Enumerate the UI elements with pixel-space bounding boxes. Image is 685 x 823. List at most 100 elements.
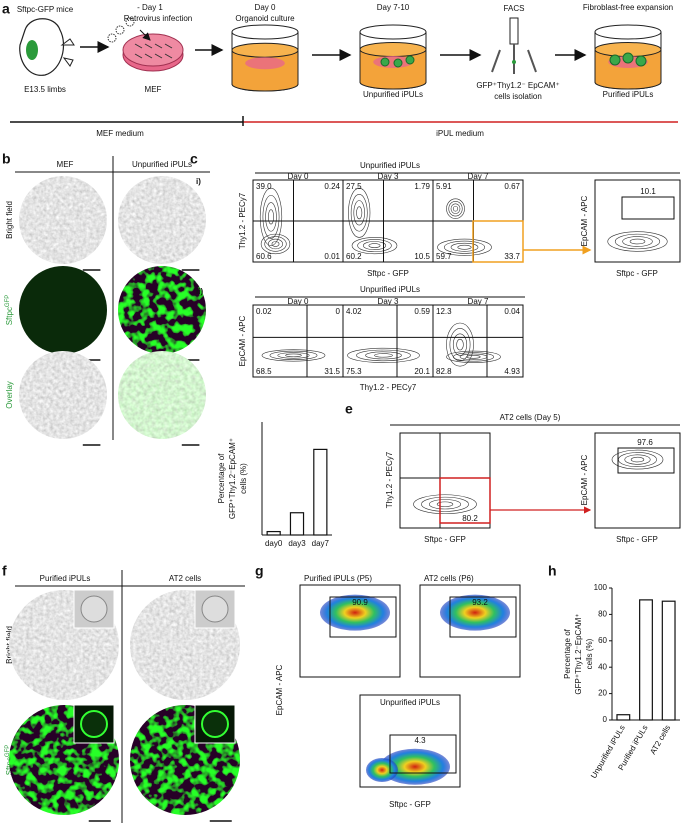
schematic-label: Day 0: [255, 3, 276, 12]
day-label: Day 3: [378, 297, 399, 306]
contour: [357, 239, 392, 253]
contour: [450, 242, 479, 252]
axis-label: Sftpc - GFP: [389, 800, 431, 809]
axis-label: Thy1.2 - PECy7: [238, 192, 247, 249]
schematic-label: E13.5 limbs: [24, 85, 66, 94]
contour: [353, 200, 365, 226]
panel-label: e: [345, 401, 353, 417]
micrograph: [19, 266, 107, 354]
axis-label: Thy1.2 - PECy7: [385, 451, 394, 508]
contour: [457, 244, 472, 250]
gate: [449, 596, 517, 638]
density: [440, 594, 510, 631]
x-tick-label: Unpurified iPULs: [589, 724, 627, 780]
schematic-label: cells isolation: [494, 92, 542, 101]
contour: [622, 236, 653, 247]
contour: [446, 198, 465, 219]
gate-value: 10.1: [640, 187, 656, 196]
contour: [443, 240, 486, 254]
density: [366, 758, 398, 782]
organoid: [609, 54, 621, 66]
x-tick-label: day0: [265, 539, 283, 548]
y-tick-label: 0: [603, 715, 608, 724]
quadrant-value: 82.8: [436, 367, 452, 376]
rule: [144, 43, 153, 49]
axis-label: Percentage of: [217, 453, 226, 504]
rule: [154, 43, 163, 49]
contour: [260, 233, 291, 255]
contour: [350, 194, 368, 232]
row-label-sup: GFP: [5, 295, 11, 307]
axis-label: GFP⁺Thy1.2⁻EpCAM⁺: [574, 613, 583, 694]
contour: [261, 349, 326, 362]
gate-value: 90.9: [352, 598, 368, 607]
quadrant-value: 5.91: [436, 182, 452, 191]
organoid: [405, 55, 415, 65]
contour: [271, 241, 280, 247]
panel-label: f: [2, 563, 7, 579]
contour: [267, 209, 274, 225]
density: [320, 594, 390, 631]
row-label: Bright field: [5, 201, 14, 239]
schematic-label: iPUL medium: [436, 129, 484, 138]
micrograph: [118, 351, 206, 439]
contour: [449, 328, 471, 362]
schematic-label: MEF: [145, 85, 162, 94]
schematic-label: Purified iPULs: [603, 90, 654, 99]
medium-top: [231, 42, 299, 58]
contour: [356, 349, 411, 362]
gate: [329, 596, 397, 638]
contour: [629, 238, 646, 245]
contour: [452, 352, 495, 362]
micrograph-bg: [118, 176, 206, 264]
micrograph-bg: [118, 351, 206, 439]
panel-label: b: [2, 151, 11, 167]
quadrant-value: 33.7: [504, 252, 520, 261]
axis-label: Percentage of: [563, 628, 572, 679]
x-tick-label: AT2 cells: [648, 724, 672, 756]
axis-label: Sftpc - GFP: [616, 535, 658, 544]
schematic-label: Unpurified iPULs: [363, 90, 423, 99]
quadrant-value: 59.7: [436, 252, 452, 261]
y-tick-label: 20: [598, 689, 607, 698]
row-label-sup: GFP: [5, 745, 11, 757]
contour: [269, 350, 318, 361]
plot-frame: [399, 432, 491, 529]
gate: [389, 734, 457, 774]
micrograph: [19, 351, 107, 439]
contour: [259, 187, 283, 246]
mef-dish-top: [122, 33, 184, 67]
lung: [26, 40, 38, 60]
axis-label: EpCAM - APC: [275, 664, 284, 715]
quadrant-value: 60.6: [256, 252, 272, 261]
quadrant-value: 4.02: [346, 307, 362, 316]
quadrant-value: 4.93: [504, 367, 520, 376]
plot-title: Unpurified iPULs: [380, 698, 440, 707]
plot-title: Unpurified iPULs: [360, 285, 420, 294]
quadrant-value: 0.01: [324, 252, 340, 261]
plot-frame: [252, 304, 344, 378]
matrigel: [245, 57, 285, 70]
y-tick-label: 100: [594, 583, 608, 592]
plot-frame: [342, 304, 434, 378]
bar: [639, 599, 653, 721]
contour: [264, 236, 287, 252]
dish-top: [594, 24, 662, 40]
rule: [164, 53, 173, 59]
plot-frame: [594, 179, 681, 263]
limbs: [60, 38, 75, 67]
bar: [313, 448, 328, 536]
quadrant-value: 20.1: [414, 367, 430, 376]
plot-frame: [594, 432, 681, 529]
organoid: [622, 52, 634, 64]
schematic-label: Fibroblast-free expansion: [583, 3, 673, 12]
axis-label: cells (%): [239, 463, 248, 494]
schematic-label: Sftpc-GFP mice: [17, 5, 74, 14]
contour: [362, 241, 387, 250]
contour: [452, 205, 459, 212]
axis-label: Sftpc - GFP: [424, 535, 466, 544]
dish-top: [359, 24, 427, 40]
contour: [277, 352, 310, 359]
quadrant-value: 27.5: [346, 182, 362, 191]
bar: [616, 714, 631, 721]
